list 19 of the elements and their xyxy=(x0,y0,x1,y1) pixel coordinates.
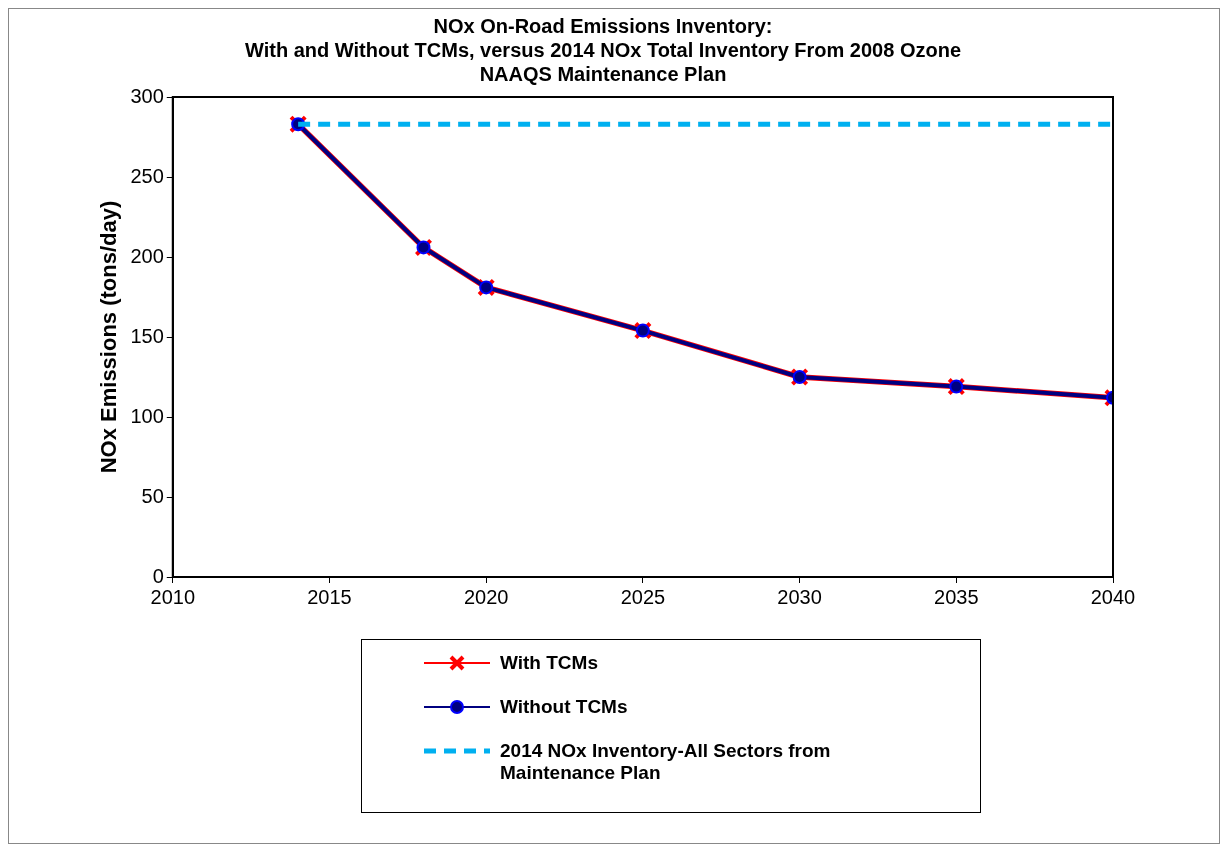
y-tick-label: 0 xyxy=(152,564,164,587)
legend-label: With TCMs xyxy=(500,652,599,674)
y-tick-label: 200 xyxy=(130,244,164,267)
x-tick-label: 2015 xyxy=(307,585,352,608)
y-tick-label: 250 xyxy=(130,164,164,187)
chart-title: NOx On-Road Emissions Inventory: With and Without TCMs, versus 2014 NOx Total Inventory From 2008 Ozone NAAQS Maintenance Plan xyxy=(244,14,962,85)
y-tick-label: 300 xyxy=(130,84,164,107)
x-tick-label: 2030 xyxy=(777,585,822,608)
x-tick-label: 2040 xyxy=(1090,585,1136,608)
y-tick-label: 150 xyxy=(130,324,164,347)
x-tick-label: 2020 xyxy=(463,585,509,608)
y-tick-label: 100 xyxy=(130,404,164,427)
y-tick-label: 50 xyxy=(141,484,164,507)
y-axis-title: NOx Emissions (tons/day) xyxy=(96,200,122,474)
legend-label: 2014 NOx Inventory-All Sectors from Maintenance Plan xyxy=(500,740,832,784)
legend-label: Without TCMs xyxy=(500,696,629,718)
x-tick-label: 2035 xyxy=(934,585,979,608)
x-tick-label: 2025 xyxy=(620,585,666,608)
x-tick-label: 2010 xyxy=(150,585,196,608)
